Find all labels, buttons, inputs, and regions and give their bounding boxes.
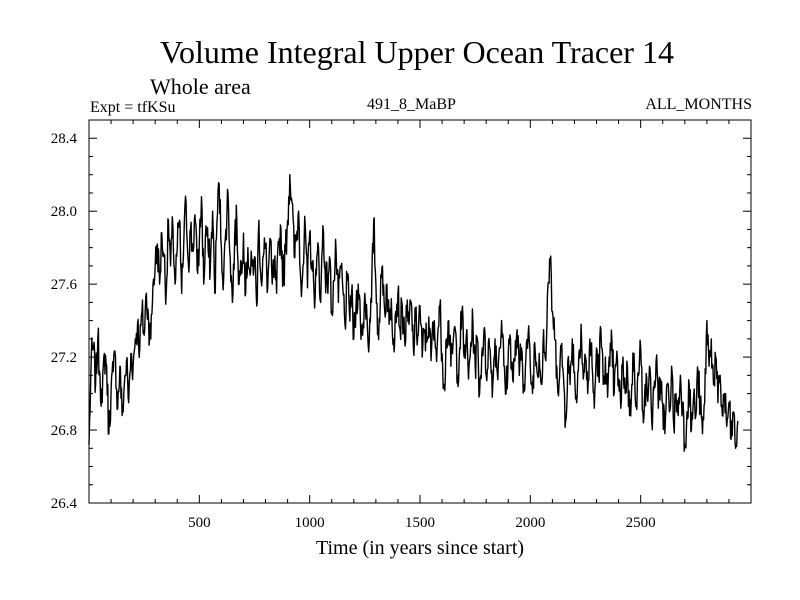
period-label: 491_8_MaBP (367, 96, 456, 113)
chart-title: Volume Integral Upper Ocean Tracer 14 (160, 34, 674, 70)
x-axis-label: Time (in years since start) (316, 537, 524, 559)
y-tick-label: 27.2 (51, 350, 77, 366)
x-tick-label: 1500 (405, 515, 435, 531)
chart-subtitle: Whole area (150, 74, 251, 99)
y-tick-label: 26.4 (51, 496, 78, 512)
y-tick-label: 28.0 (51, 204, 77, 220)
experiment-label: Expt = tfKSu (90, 99, 176, 116)
y-tick-label: 26.8 (51, 423, 77, 439)
x-tick-label: 2000 (515, 515, 545, 531)
x-axis: 500 1000 1500 2000 2500 (110, 120, 730, 531)
months-label: ALL_MONTHS (645, 96, 752, 113)
x-tick-label: 2500 (626, 515, 656, 531)
x-tick-label: 1000 (295, 515, 325, 531)
y-tick-label: 28.4 (51, 131, 78, 147)
series-line (88, 174, 739, 452)
y-axis: 26.4 26.8 27.2 27.6 28.0 28.4 (51, 119, 751, 512)
y-tick-label: 27.6 (51, 277, 78, 293)
x-tick-label: 500 (188, 515, 211, 531)
